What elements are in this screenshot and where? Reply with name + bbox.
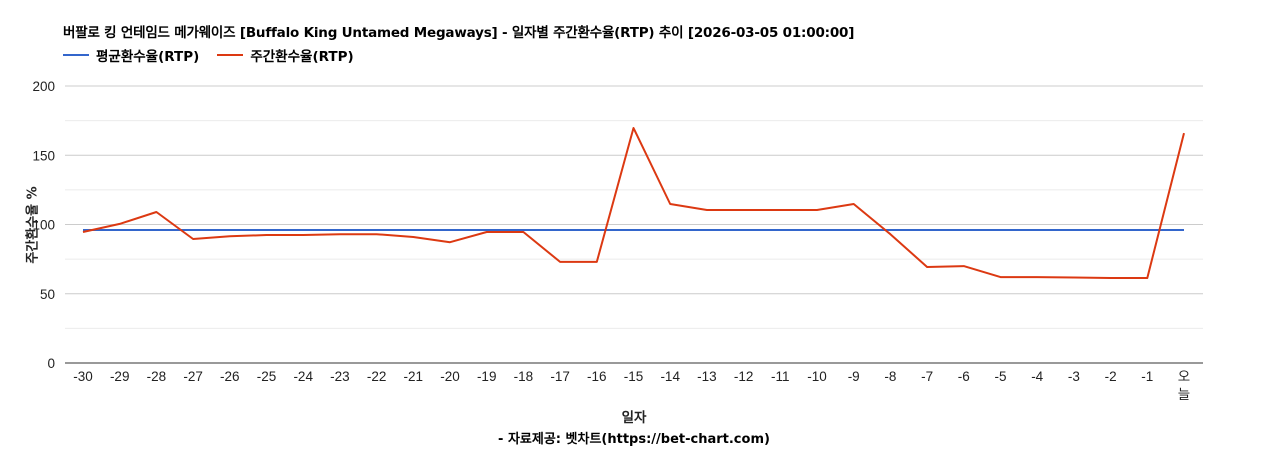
y-tick-label: 50 (40, 287, 55, 302)
x-tick-label: -15 (624, 369, 644, 384)
legend: 평균환수율(RTP) 주간환수율(RTP) (63, 45, 372, 65)
data-source-credit: - 자료제공: 벳차트(https://bet-chart.com) (498, 432, 770, 447)
x-tick-label: -17 (550, 369, 570, 384)
x-tick-label: -2 (1105, 369, 1117, 384)
y-axis-label: 주간환수율 % (25, 186, 41, 264)
x-tick-label: -24 (293, 369, 313, 384)
x-tick-label: -28 (147, 369, 167, 384)
y-tick-label: 200 (32, 79, 55, 94)
x-tick-label: -5 (994, 369, 1006, 384)
y-tick-label: 100 (32, 218, 55, 233)
x-tick-label: -14 (660, 369, 680, 384)
x-tick-label: -3 (1068, 369, 1080, 384)
x-tick-label: -13 (697, 369, 717, 384)
x-tick-label: -27 (183, 369, 203, 384)
x-tick-label: -4 (1031, 369, 1043, 384)
x-tick-label: -25 (257, 369, 277, 384)
x-tick-label: -26 (220, 369, 240, 384)
x-axis-label: 일자 (621, 410, 647, 426)
x-tick-label: -1 (1141, 369, 1153, 384)
x-tick-label: -23 (330, 369, 350, 384)
x-tick-label: -10 (807, 369, 827, 384)
x-tick-label: -29 (110, 369, 130, 384)
weekly-rtp-line[interactable] (82, 127, 1185, 279)
x-tick-label: -8 (884, 369, 896, 384)
x-tick-label: -16 (587, 369, 607, 384)
legend-label: 주간환수율(RTP) (250, 49, 354, 65)
legend-swatch-red-icon (217, 54, 244, 56)
x-tick-label: -30 (73, 369, 93, 384)
legend-item-average-rtp[interactable]: 평균환수율(RTP) (63, 45, 199, 65)
x-tick-label: -12 (734, 369, 754, 384)
legend-swatch-blue-icon (63, 54, 89, 56)
x-tick-label: -7 (921, 369, 933, 384)
x-tick-label: -19 (477, 369, 497, 384)
gridlines (65, 85, 1203, 329)
x-tick-label: -22 (367, 369, 387, 384)
x-tick-label: -21 (404, 369, 424, 384)
x-tick-label: -20 (440, 369, 460, 384)
x-tick-label: -9 (848, 369, 860, 384)
x-tick-label: -11 (771, 369, 790, 384)
y-tick-label: 150 (32, 148, 55, 163)
chart-title: 버팔로 킹 언테임드 메가웨이즈 [Buffalo King Untamed M… (63, 25, 855, 41)
legend-label: 평균환수율(RTP) (96, 49, 200, 65)
y-axis-ticks: 0 50 100 150 200 (32, 79, 55, 371)
series-lines (82, 127, 1185, 279)
legend-item-weekly-rtp[interactable]: 주간환수율(RTP) (217, 45, 354, 65)
x-tick-label: -6 (958, 369, 970, 384)
y-tick-label: 0 (47, 356, 55, 371)
x-tick-label: -18 (514, 369, 534, 384)
x-axis-ticks: -30 -29 -28 -27 -26 -25 -24 -23 -22 -21 -20 -19 -18 -… (73, 369, 1190, 402)
